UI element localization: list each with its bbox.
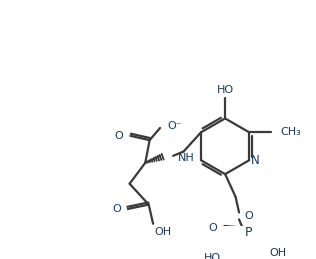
Text: NH: NH (178, 154, 194, 163)
Text: OH: OH (155, 227, 172, 237)
Text: HO: HO (216, 85, 234, 95)
Text: P: P (245, 226, 253, 239)
Text: O: O (115, 131, 124, 141)
Text: O: O (112, 204, 121, 214)
Text: HO: HO (204, 253, 221, 259)
Text: OH: OH (270, 248, 287, 257)
Text: O: O (209, 223, 217, 233)
Text: O⁻: O⁻ (167, 121, 182, 131)
Text: CH₃: CH₃ (281, 127, 301, 137)
Text: N: N (251, 154, 260, 167)
Text: O: O (244, 211, 253, 221)
